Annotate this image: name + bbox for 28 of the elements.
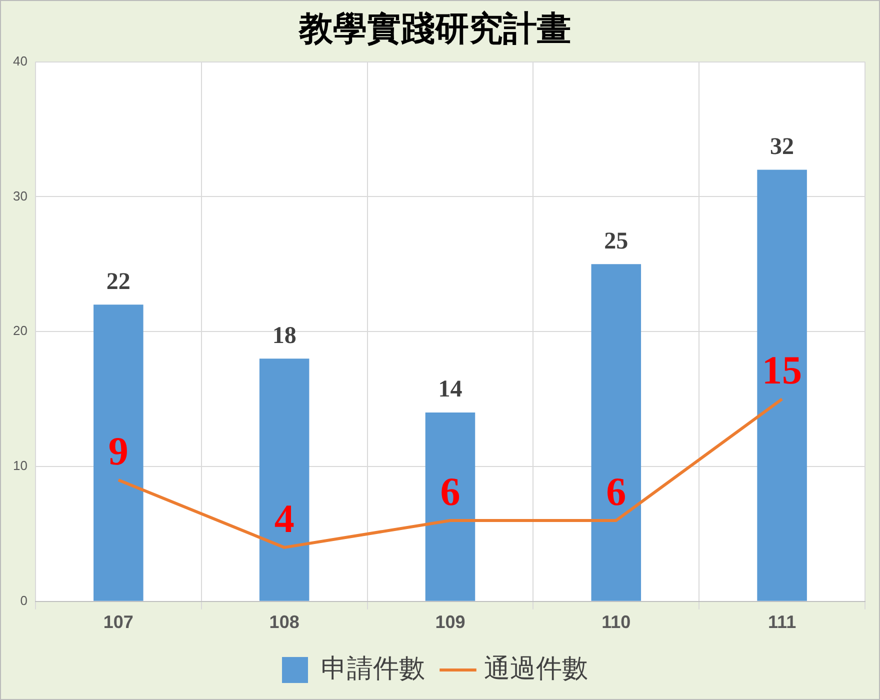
bar xyxy=(425,412,476,601)
data-label: 22 xyxy=(106,268,130,295)
y-tick-label: 30 xyxy=(12,188,28,204)
data-label: 6 xyxy=(440,468,460,514)
y-tick-label: 0 xyxy=(20,592,28,608)
y-tick-label: 10 xyxy=(12,458,28,474)
bar xyxy=(591,264,642,601)
x-tick-label: 109 xyxy=(435,612,466,632)
y-tick-label: 40 xyxy=(12,53,28,68)
data-label: 4 xyxy=(274,496,294,541)
data-label: 15 xyxy=(762,347,802,392)
data-label: 9 xyxy=(108,428,128,474)
data-label: 6 xyxy=(606,468,626,514)
bar xyxy=(259,358,310,601)
x-tick-label: 108 xyxy=(269,612,300,632)
bar xyxy=(94,304,144,601)
y-tick-label: 20 xyxy=(12,323,28,338)
legend-label: 通過件數 xyxy=(484,654,588,684)
data-label: 32 xyxy=(770,134,794,160)
chart-title: 教學實踐研究計畫 xyxy=(298,9,571,50)
x-tick-label: 111 xyxy=(768,612,796,632)
legend-label: 申請件數 xyxy=(321,654,425,684)
data-label: 14 xyxy=(438,376,462,403)
x-tick-label: 107 xyxy=(103,612,134,632)
bar xyxy=(757,170,807,601)
x-tick-label: 110 xyxy=(602,612,631,632)
data-label: 18 xyxy=(272,322,296,349)
data-label: 25 xyxy=(604,228,628,254)
